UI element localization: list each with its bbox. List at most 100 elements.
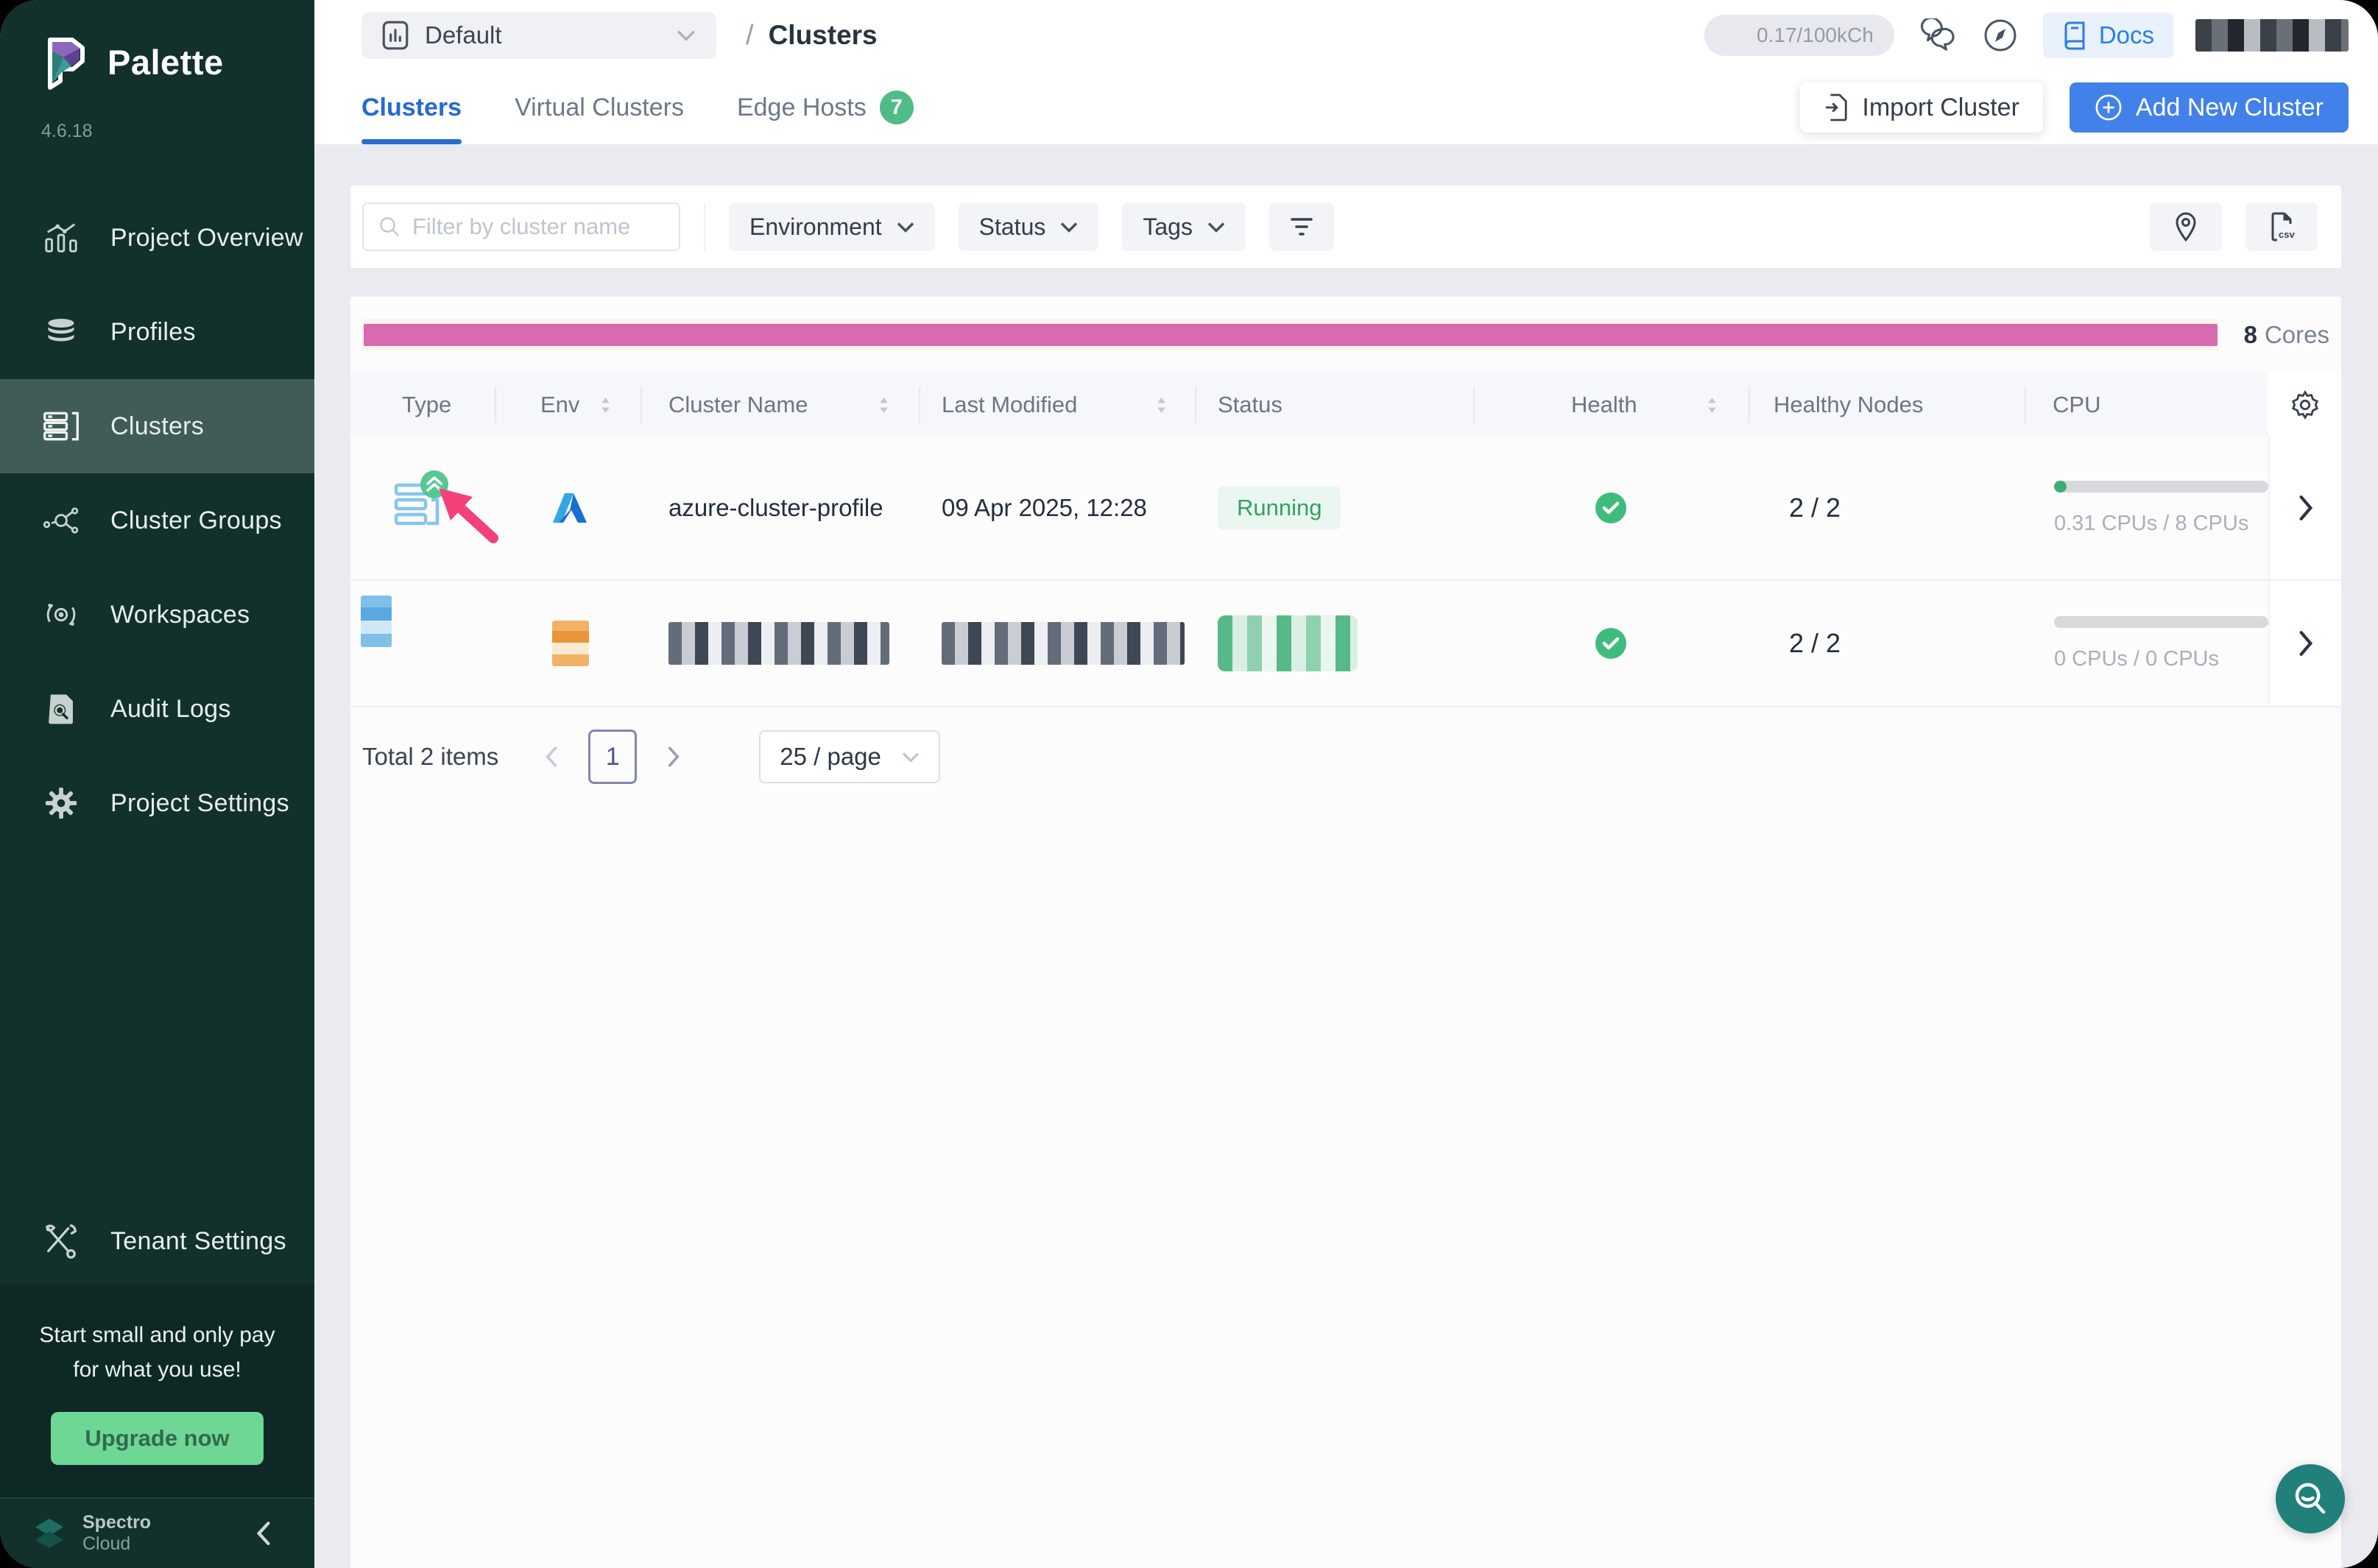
env-logo-redacted xyxy=(552,621,589,666)
sort-icon xyxy=(878,396,889,414)
cores-unit: Cores xyxy=(2265,321,2329,349)
tabs-bar: Clusters Virtual Clusters Edge Hosts 7 I… xyxy=(314,71,2378,144)
sidebar-item-project-settings[interactable]: Project Settings xyxy=(0,756,314,850)
tab-label: Clusters xyxy=(361,93,462,122)
status-filter-dropdown[interactable]: Status xyxy=(959,202,1099,251)
column-header-last-modified[interactable]: Last Modified xyxy=(919,373,1195,437)
app-version: 4.6.18 xyxy=(0,90,314,142)
table-settings-button[interactable] xyxy=(2268,373,2341,437)
import-file-icon xyxy=(1824,93,1849,122)
cell-cluster-name[interactable] xyxy=(641,581,919,706)
project-selector[interactable]: Default xyxy=(361,12,716,59)
sidebar-item-audit-logs[interactable]: Audit Logs xyxy=(0,662,314,756)
cell-healthy-nodes: 2 / 2 xyxy=(1749,581,2025,706)
cell-type xyxy=(350,581,495,706)
cell-healthy-nodes: 2 / 2 xyxy=(1749,437,2025,579)
sidebar-item-label: Audit Logs xyxy=(110,695,231,724)
cell-cluster-name[interactable]: azure-cluster-profile xyxy=(641,437,919,579)
sidebar-item-profiles[interactable]: Profiles xyxy=(0,285,314,379)
search-assistant-button[interactable] xyxy=(2276,1464,2345,1533)
sidebar-nav: Project Overview Profiles xyxy=(0,191,314,850)
page-size-select[interactable]: 25 / page xyxy=(759,730,940,783)
sidebar-item-workspaces[interactable]: Workspaces xyxy=(0,568,314,662)
column-header-cluster-name[interactable]: Cluster Name xyxy=(641,373,919,437)
sort-icon xyxy=(600,396,611,414)
row-expand-button[interactable] xyxy=(2268,581,2341,706)
cell-status: Running xyxy=(1195,437,1473,579)
clusters-panel: 8 Cores Type Env Cluster Name xyxy=(350,297,2341,1568)
tab-label: Edge Hosts xyxy=(737,93,867,122)
map-view-button[interactable] xyxy=(2150,202,2222,251)
cluster-type-icon-wrap xyxy=(392,467,502,548)
tab-clusters[interactable]: Clusters xyxy=(361,71,462,144)
annotation-arrow xyxy=(439,488,493,538)
divider xyxy=(704,203,705,250)
sidebar-item-label: Workspaces xyxy=(110,601,250,629)
pagination-next-button[interactable] xyxy=(659,741,688,773)
column-header-healthy-nodes: Healthy Nodes xyxy=(1749,373,2025,437)
sidebar-item-tenant-settings[interactable]: Tenant Settings xyxy=(0,1198,314,1285)
sidebar-item-clusters[interactable]: Clusters xyxy=(0,379,314,473)
cpu-usage: 0.31 CPUs / 8 CPUs xyxy=(2054,481,2268,536)
sidebar-spacer xyxy=(0,850,314,1198)
add-new-cluster-button[interactable]: Add New Cluster xyxy=(2070,82,2349,133)
cpu-usage-label: 0.31 CPUs / 8 CPUs xyxy=(2054,512,2268,536)
brand-header: Palette xyxy=(0,0,314,90)
sidebar-item-project-overview[interactable]: Project Overview xyxy=(0,191,314,285)
table-row[interactable]: azure-cluster-profile 09 Apr 2025, 12:28… xyxy=(350,437,2341,581)
pagination-prev-button[interactable] xyxy=(537,741,566,773)
cpu-usage-label: 0 CPUs / 0 CPUs xyxy=(2054,647,2268,671)
table-row[interactable]: 2 / 2 0 CPUs / 0 CPUs xyxy=(350,581,2341,707)
health-check-icon xyxy=(1595,492,1627,524)
pagination-page-1[interactable]: 1 xyxy=(588,730,637,784)
column-header-env[interactable]: Env xyxy=(495,373,641,437)
chat-icon[interactable] xyxy=(1916,15,1958,56)
sidebar-item-label: Cluster Groups xyxy=(110,506,282,535)
main-area: Default / Clusters 0.17/100kCh xyxy=(314,0,2378,1568)
map-pin-icon xyxy=(2173,211,2198,242)
add-new-cluster-label: Add New Cluster xyxy=(2136,93,2324,122)
search-input[interactable] xyxy=(412,213,664,240)
audit-doc-icon xyxy=(41,689,81,729)
spectro-cloud-brand: Spectro Cloud xyxy=(82,1512,151,1555)
sidebar-item-cluster-groups[interactable]: Cluster Groups xyxy=(0,473,314,568)
tools-icon xyxy=(41,1221,81,1261)
sidebar-collapse-button[interactable] xyxy=(255,1519,281,1548)
search-icon xyxy=(378,214,401,239)
cell-health xyxy=(1473,581,1749,706)
tab-virtual-clusters[interactable]: Virtual Clusters xyxy=(515,71,684,144)
compass-icon[interactable] xyxy=(1980,15,2021,56)
cluster-type-icon-redacted xyxy=(361,596,392,647)
cell-status xyxy=(1195,581,1473,706)
cell-last-modified xyxy=(919,581,1195,706)
brand-line-2: Cloud xyxy=(82,1533,151,1555)
pagination-total: Total 2 items xyxy=(362,743,498,771)
cell-type xyxy=(350,437,495,579)
docs-button[interactable]: Docs xyxy=(2043,13,2173,58)
user-account-redacted[interactable] xyxy=(2195,19,2349,52)
cell-cpu: 0 CPUs / 0 CPUs xyxy=(2025,581,2268,706)
spectro-cloud-logo-icon xyxy=(32,1516,66,1550)
environment-filter-dropdown[interactable]: Environment xyxy=(729,202,935,251)
chevron-right-icon xyxy=(2298,630,2314,657)
advanced-filter-button[interactable] xyxy=(1269,202,1334,251)
content-area: Environment Status Tags xyxy=(314,144,2378,1568)
cpu-usage: 0 CPUs / 0 CPUs xyxy=(2054,616,2268,671)
cluster-name-redacted xyxy=(668,622,889,665)
tags-filter-dropdown[interactable]: Tags xyxy=(1122,202,1246,251)
breadcrumb: / Clusters xyxy=(746,20,878,52)
page-size-value: 25 / page xyxy=(780,743,881,771)
cell-cpu: 0.31 CPUs / 8 CPUs xyxy=(2025,437,2268,579)
column-header-health[interactable]: Health xyxy=(1473,373,1749,437)
tab-label: Virtual Clusters xyxy=(515,93,684,122)
health-check-icon xyxy=(1595,627,1627,660)
sidebar-item-label: Profiles xyxy=(110,318,196,347)
search-smile-icon xyxy=(2290,1479,2330,1519)
import-cluster-button[interactable]: Import Cluster xyxy=(1800,82,2043,133)
status-filter-label: Status xyxy=(979,213,1046,241)
row-expand-button[interactable] xyxy=(2268,437,2341,579)
app-window: Palette 4.6.18 Project Overview xyxy=(0,0,2378,1568)
export-csv-button[interactable]: csv xyxy=(2245,202,2318,251)
upgrade-now-button[interactable]: Upgrade now xyxy=(51,1412,263,1465)
tab-edge-hosts[interactable]: Edge Hosts 7 xyxy=(737,71,914,144)
